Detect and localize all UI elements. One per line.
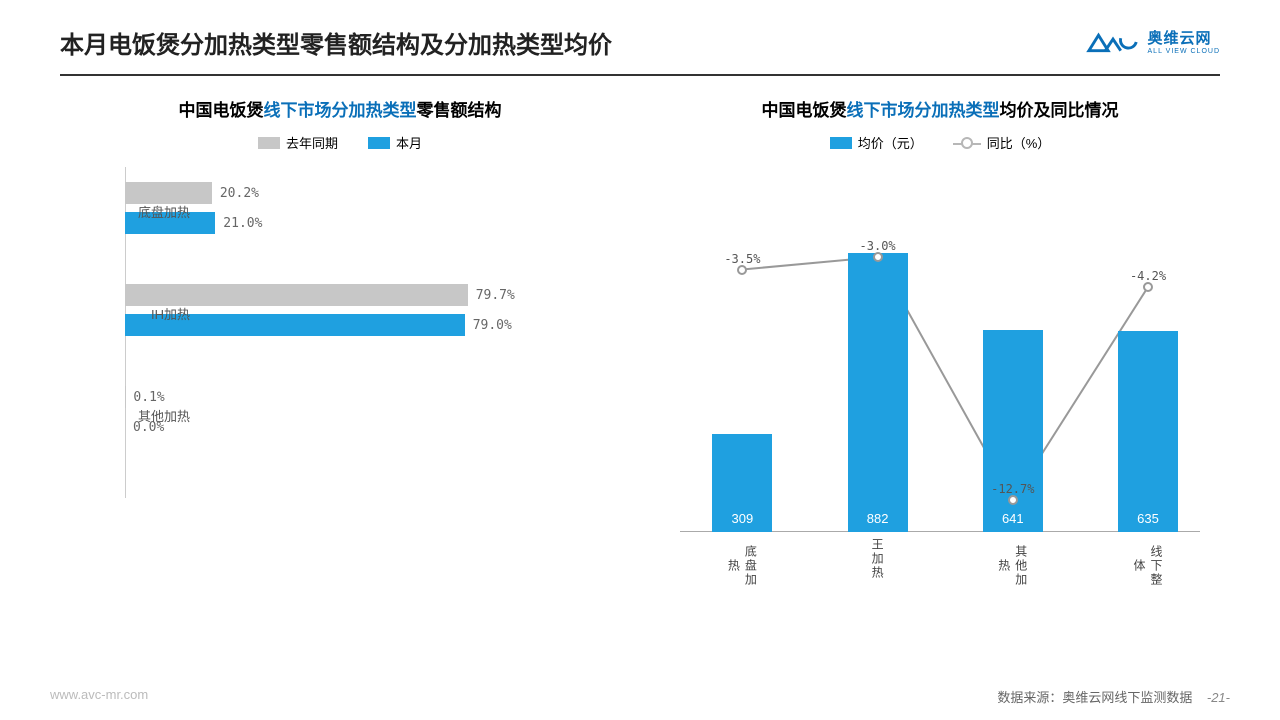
legend-price: 均价（元） — [830, 133, 923, 152]
yoy-marker — [1008, 495, 1018, 505]
swatch-blue2 — [830, 137, 852, 149]
right-legend: 均价（元） 同比（%） — [640, 133, 1240, 152]
legend-lastyear: 去年同期 — [258, 133, 338, 152]
legend-yoy-label: 同比（%） — [987, 133, 1051, 152]
rt-pre: 中国电饭煲 — [762, 101, 847, 120]
legend-price-label: 均价（元） — [858, 133, 923, 152]
left-chart: 中国电饭煲线下市场分加热类型零售额结构 去年同期 本月 底盘加热 20.2% 21.… — [40, 96, 640, 592]
legend-yoy: 同比（%） — [953, 133, 1051, 152]
lt-pre: 中国电饭煲 — [179, 101, 264, 120]
bar-lastyear — [125, 284, 468, 306]
bar-thismonth-value: 79.0% — [473, 318, 512, 333]
logo-en: ALL VIEW CLOUD — [1148, 48, 1220, 55]
yoy-label: -4.2% — [1130, 269, 1166, 283]
logo: 奥维云网 ALL VIEW CLOUD — [1084, 29, 1220, 57]
bar-lastyear — [125, 182, 212, 204]
page-number: -21- — [1207, 690, 1230, 705]
bar-thismonth-value: 21.0% — [223, 216, 262, 231]
legend-lastyear-label: 去年同期 — [286, 133, 338, 152]
logo-text: 奥维云网 ALL VIEW CLOUD — [1148, 31, 1220, 55]
bar-lastyear-value: 20.2% — [220, 186, 259, 201]
watermark: www.avc-mr.com — [50, 687, 148, 706]
charts-row: 中国电饭煲线下市场分加热类型零售额结构 去年同期 本月 底盘加热20.2%21.… — [0, 76, 1280, 592]
swatch-grey — [258, 137, 280, 149]
price-bar: 635 — [1118, 331, 1178, 532]
column-category-label: 王加热 — [869, 538, 886, 580]
left-chart-title: 中国电饭煲线下市场分加热类型零售额结构 — [40, 96, 640, 121]
logo-icon — [1084, 29, 1142, 57]
yoy-marker — [873, 252, 883, 262]
legend-thismonth-label: 本月 — [396, 133, 422, 152]
hbar-category-label: 底盘加热 — [110, 202, 190, 221]
lt-blue: 线下市场分加热类型 — [264, 101, 417, 120]
rt-post: 均价及同比情况 — [1000, 101, 1119, 120]
logo-cn: 奥维云网 — [1148, 31, 1220, 46]
footer: www.avc-mr.com 数据来源：奥维云网线下监测数据 -21- — [0, 687, 1280, 706]
column-category-label: 其他加热 — [996, 538, 1030, 593]
lt-post: 零售额结构 — [417, 101, 502, 120]
combo-plot: 309 底盘加热 -3.5% 882 王加热 -3.0% 641 其他加热 -12.7% 635 线… — [660, 172, 1220, 592]
right-chart-title: 中国电饭煲线下市场分加热类型均价及同比情况 — [640, 96, 1240, 121]
yoy-line — [742, 257, 1148, 500]
right-chart: 中国电饭煲线下市场分加热类型均价及同比情况 均价（元） 同比（%） 309 底盘加… — [640, 96, 1240, 592]
rt-blue: 线下市场分加热类型 — [847, 101, 1000, 120]
price-value: 882 — [848, 511, 908, 526]
bar-lastyear-value: 79.7% — [476, 288, 515, 303]
hbar-row: IH加热79.7%79.0% — [125, 284, 610, 336]
hbar-row: 底盘加热20.2%21.0% — [125, 182, 610, 234]
hbar-plot: 底盘加热 20.2% 21.0% IH加热 79.7% 79.0% 其他加热0.1%0.0% — [40, 172, 640, 456]
page-title: 本月电饭煲分加热类型零售额结构及分加热类型均价 — [60, 25, 612, 60]
hbar-row: 其他加热0.1%0.0% — [125, 386, 610, 438]
hbar-category-label: 其他加热 — [110, 406, 190, 425]
price-value: 641 — [983, 511, 1043, 526]
left-legend: 去年同期 本月 — [40, 133, 640, 152]
swatch-line-icon — [953, 137, 981, 149]
column-category-label: 线下整体 — [1131, 538, 1165, 593]
price-value: 635 — [1118, 511, 1178, 526]
swatch-blue — [368, 137, 390, 149]
yoy-marker — [1143, 282, 1153, 292]
price-bar: 309 — [712, 434, 772, 532]
source-label: 数据来源：奥维云网线下监测数据 — [997, 690, 1192, 705]
price-value: 309 — [712, 511, 772, 526]
column-category-label: 底盘加热 — [725, 538, 759, 593]
yoy-label: -12.7% — [991, 481, 1034, 495]
hbar-category-label: IH加热 — [110, 304, 190, 323]
price-bar: 882 — [848, 253, 908, 532]
yoy-label: -3.5% — [724, 251, 760, 265]
header: 本月电饭煲分加热类型零售额结构及分加热类型均价 奥维云网 ALL VIEW CL… — [0, 0, 1280, 70]
yoy-marker — [737, 265, 747, 275]
yoy-label: -3.0% — [860, 239, 896, 253]
bar-lastyear-value: 0.1% — [133, 390, 164, 405]
legend-thismonth: 本月 — [368, 133, 422, 152]
